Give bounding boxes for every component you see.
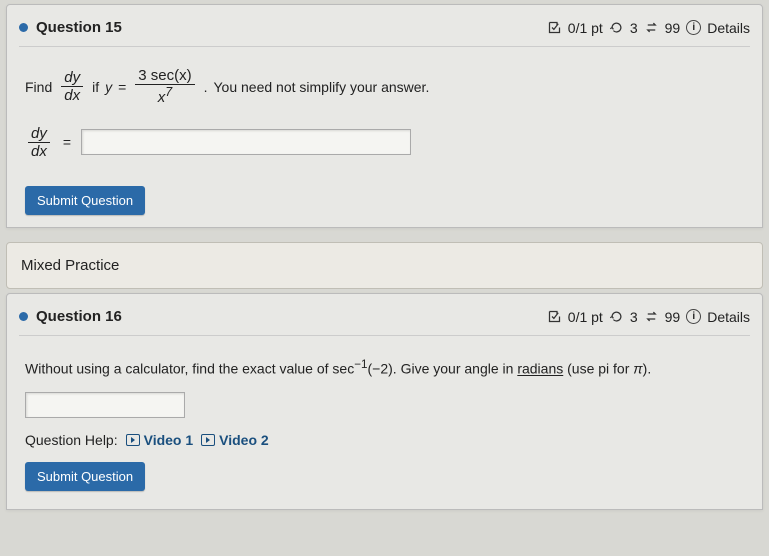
submit-button[interactable]: Submit Question [25,462,145,491]
question-title-row: Question 15 [19,19,122,36]
question-meta: 0/1 pt 3 99 i Details [547,20,750,36]
prompt-line: Without using a calculator, find the exa… [25,356,744,380]
retry-icon [609,20,624,35]
period-text: . [204,79,208,95]
prompt-line: Find dy dx if y = 3 sec(x) x7 . You need… [25,67,744,107]
equals-sign-2: = [63,134,71,150]
answer-label-fraction: dy dx [28,125,50,161]
score-text: 0/1 pt [568,309,603,325]
retry-icon [609,309,624,324]
submit-button[interactable]: Submit Question [25,186,145,215]
info-icon[interactable]: i [686,309,701,324]
equals-sign: = [118,79,126,95]
help-label: Question Help: [25,432,118,448]
section-header: Mixed Practice [6,242,763,289]
fraction-rhs: 3 sec(x) x7 [135,67,194,107]
radians-underline: radians [517,361,563,377]
play-icon [201,434,215,446]
question-title: Question 15 [36,19,122,36]
retries-text: 99 [665,20,681,36]
info-icon[interactable]: i [686,20,701,35]
question-header: Question 16 0/1 pt 3 99 i Details [19,304,750,336]
question-16-panel: Question 16 0/1 pt 3 99 i Details Withou… [6,293,763,510]
question-header: Question 15 0/1 pt 3 99 i Details [19,15,750,47]
question-15-panel: Question 15 0/1 pt 3 99 i Details Find d… [6,4,763,228]
question-meta: 0/1 pt 3 99 i Details [547,309,750,325]
score-text: 0/1 pt [568,20,603,36]
question-content: Without using a calculator, find the exa… [19,352,750,491]
section-title: Mixed Practice [21,257,119,274]
if-text: if [92,79,99,95]
swap-icon [644,20,659,35]
attempts-left: 3 [630,309,638,325]
answer-input[interactable] [25,392,185,418]
details-link[interactable]: Details [707,20,750,36]
question-title-row: Question 16 [19,308,122,325]
play-icon [126,434,140,446]
swap-icon [644,309,659,324]
question-content: Find dy dx if y = 3 sec(x) x7 . You need… [19,63,750,215]
video-2-link[interactable]: Video 2 [201,432,269,448]
question-title: Question 16 [36,308,122,325]
fraction-dy-dx: dy dx [61,69,83,105]
find-text: Find [25,79,52,95]
attempts-left: 3 [630,20,638,36]
bullet-icon [19,23,28,32]
post-text: You need not simplify your answer. [214,79,430,95]
bullet-icon [19,312,28,321]
answer-input[interactable] [81,129,411,155]
video-1-link[interactable]: Video 1 [126,432,194,448]
check-icon [547,309,562,324]
y-var: y [105,79,112,95]
answer-row: dy dx = [25,125,744,161]
details-link[interactable]: Details [707,309,750,325]
retries-text: 99 [665,309,681,325]
check-icon [547,20,562,35]
answer-row [25,392,744,418]
help-row: Question Help: Video 1 Video 2 [25,432,744,448]
